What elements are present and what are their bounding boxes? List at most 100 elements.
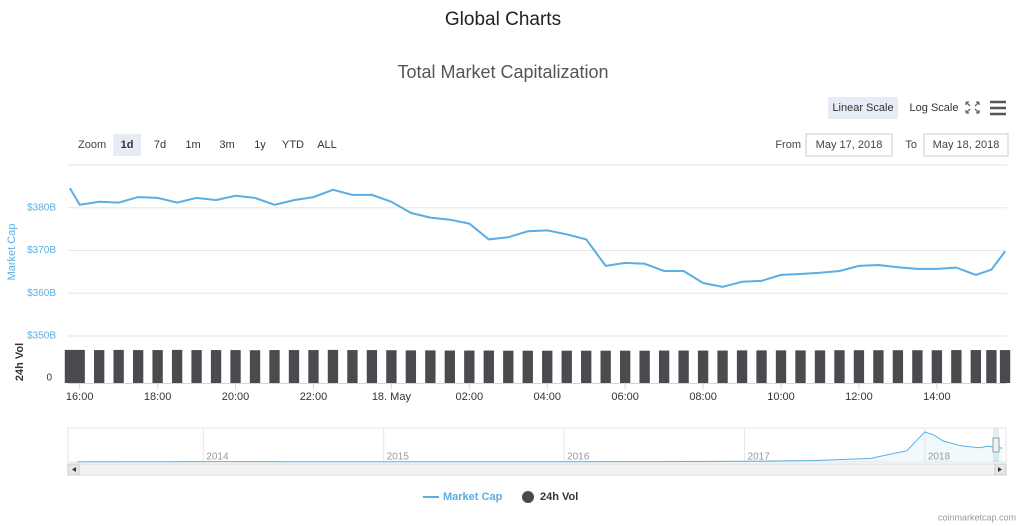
volume-bar bbox=[210, 350, 222, 383]
volume-bar bbox=[94, 350, 105, 383]
volume-bar bbox=[366, 350, 378, 383]
navigator-line bbox=[76, 431, 1003, 463]
from-label: From bbox=[775, 139, 801, 151]
x-tick-label: 18:00 bbox=[144, 391, 172, 403]
credit: coinmarketcap.com bbox=[938, 512, 1016, 522]
x-tick-label: 02:00 bbox=[456, 391, 484, 403]
volume-bar bbox=[191, 350, 202, 383]
volume-bar bbox=[522, 350, 533, 383]
volume-bar bbox=[171, 349, 183, 383]
volume-bar bbox=[308, 350, 319, 383]
volume-bar bbox=[269, 350, 280, 383]
zoom-button[interactable]: 3m bbox=[219, 139, 234, 151]
volume-bar bbox=[639, 350, 650, 383]
volume-bar bbox=[951, 350, 962, 383]
zoom-button[interactable]: 1d bbox=[121, 139, 134, 151]
navigator-tick-label: 2018 bbox=[928, 452, 951, 463]
volume-bar bbox=[931, 350, 943, 383]
y-tick-label: $370B bbox=[27, 245, 56, 256]
volume-bar bbox=[853, 350, 865, 383]
volume-bar bbox=[249, 350, 261, 383]
volume-bar bbox=[986, 350, 997, 383]
zoom-button[interactable]: YTD bbox=[282, 139, 304, 151]
volume-bar bbox=[775, 350, 787, 383]
volume-bar bbox=[64, 349, 76, 383]
volume-bar bbox=[327, 349, 339, 383]
zoom-button[interactable]: 1y bbox=[254, 139, 266, 151]
y-axis-title: Market Cap bbox=[6, 224, 18, 281]
volume-bar bbox=[892, 350, 904, 383]
fullscreen-icon[interactable] bbox=[965, 101, 980, 114]
x-tick-label: 22:00 bbox=[300, 391, 328, 403]
volume-bar bbox=[347, 350, 358, 383]
volume-bar bbox=[795, 350, 806, 383]
to-label: To bbox=[905, 139, 917, 151]
x-tick-label: 04:00 bbox=[533, 391, 561, 403]
y2-tick-label: 0 bbox=[46, 373, 52, 384]
volume-bar bbox=[386, 350, 397, 383]
from-date: May 17, 2018 bbox=[816, 139, 883, 151]
navigator-tick-label: 2015 bbox=[387, 452, 410, 463]
volume-bar bbox=[288, 350, 300, 383]
volume-bar bbox=[74, 349, 85, 383]
scale-button-bg[interactable] bbox=[828, 97, 898, 119]
x-tick-label: 10:00 bbox=[767, 391, 795, 403]
volume-bar bbox=[581, 350, 592, 383]
zoom-label: Zoom bbox=[78, 139, 106, 151]
volume-bar bbox=[697, 350, 709, 383]
scroll-right-arrow bbox=[998, 467, 1002, 472]
legend-label[interactable]: Market Cap bbox=[443, 491, 503, 503]
zoom-button[interactable]: 1m bbox=[185, 139, 200, 151]
volume-bar bbox=[444, 350, 455, 383]
to-date: May 18, 2018 bbox=[933, 139, 1000, 151]
volume-bar bbox=[834, 350, 845, 383]
volume-bar bbox=[736, 350, 748, 383]
market-cap-line bbox=[69, 187, 1006, 288]
x-tick-label: 14:00 bbox=[923, 391, 951, 403]
volume-bar bbox=[756, 350, 767, 383]
volume-bar bbox=[113, 349, 124, 383]
volume-bar bbox=[464, 350, 475, 383]
volume-bar bbox=[230, 350, 241, 383]
zoom-button[interactable]: ALL bbox=[317, 139, 337, 151]
zoom-button[interactable]: 7d bbox=[154, 139, 166, 151]
volume-bar bbox=[132, 350, 144, 383]
x-tick-label: 18. May bbox=[372, 391, 412, 403]
volume-bar bbox=[600, 350, 611, 383]
page-title: Global Charts bbox=[445, 9, 561, 30]
volume-bar bbox=[999, 350, 1011, 383]
volume-bar bbox=[503, 350, 514, 383]
navigator-tick-label: 2016 bbox=[567, 452, 590, 463]
menu-icon[interactable] bbox=[990, 100, 1006, 116]
x-tick-label: 08:00 bbox=[689, 391, 717, 403]
legend-label[interactable]: 24h Vol bbox=[540, 491, 578, 503]
scale-button[interactable]: Linear Scale bbox=[832, 102, 893, 114]
volume-bar bbox=[483, 350, 494, 383]
x-tick-label: 16:00 bbox=[66, 391, 94, 403]
scrollbar[interactable] bbox=[67, 463, 1007, 476]
from-input[interactable] bbox=[805, 133, 893, 157]
navigator-tick-label: 2017 bbox=[747, 452, 770, 463]
volume-bar bbox=[814, 350, 826, 383]
scroll-left-arrow bbox=[72, 467, 76, 472]
volume-bar bbox=[405, 350, 417, 383]
volume-bar bbox=[658, 350, 670, 383]
to-input[interactable] bbox=[923, 133, 1009, 157]
x-tick-label: 12:00 bbox=[845, 391, 873, 403]
chart-title: Total Market Capitalization bbox=[397, 62, 608, 82]
volume-bar bbox=[152, 350, 163, 383]
volume-bar bbox=[620, 350, 631, 383]
zoom-button-bg[interactable] bbox=[113, 134, 141, 156]
legend-symbol[interactable] bbox=[522, 491, 534, 503]
scale-button[interactable]: Log Scale bbox=[910, 102, 959, 114]
y2-axis-title: 24h Vol bbox=[14, 343, 26, 381]
y-tick-label: $350B bbox=[27, 331, 56, 342]
volume-bar bbox=[542, 350, 553, 383]
volume-bar bbox=[970, 350, 981, 383]
navigator-tick-label: 2014 bbox=[206, 452, 229, 463]
volume-bar bbox=[425, 350, 436, 383]
navigator-handle[interactable] bbox=[992, 437, 1000, 453]
volume-bar bbox=[561, 350, 572, 383]
x-tick-label: 20:00 bbox=[222, 391, 250, 403]
